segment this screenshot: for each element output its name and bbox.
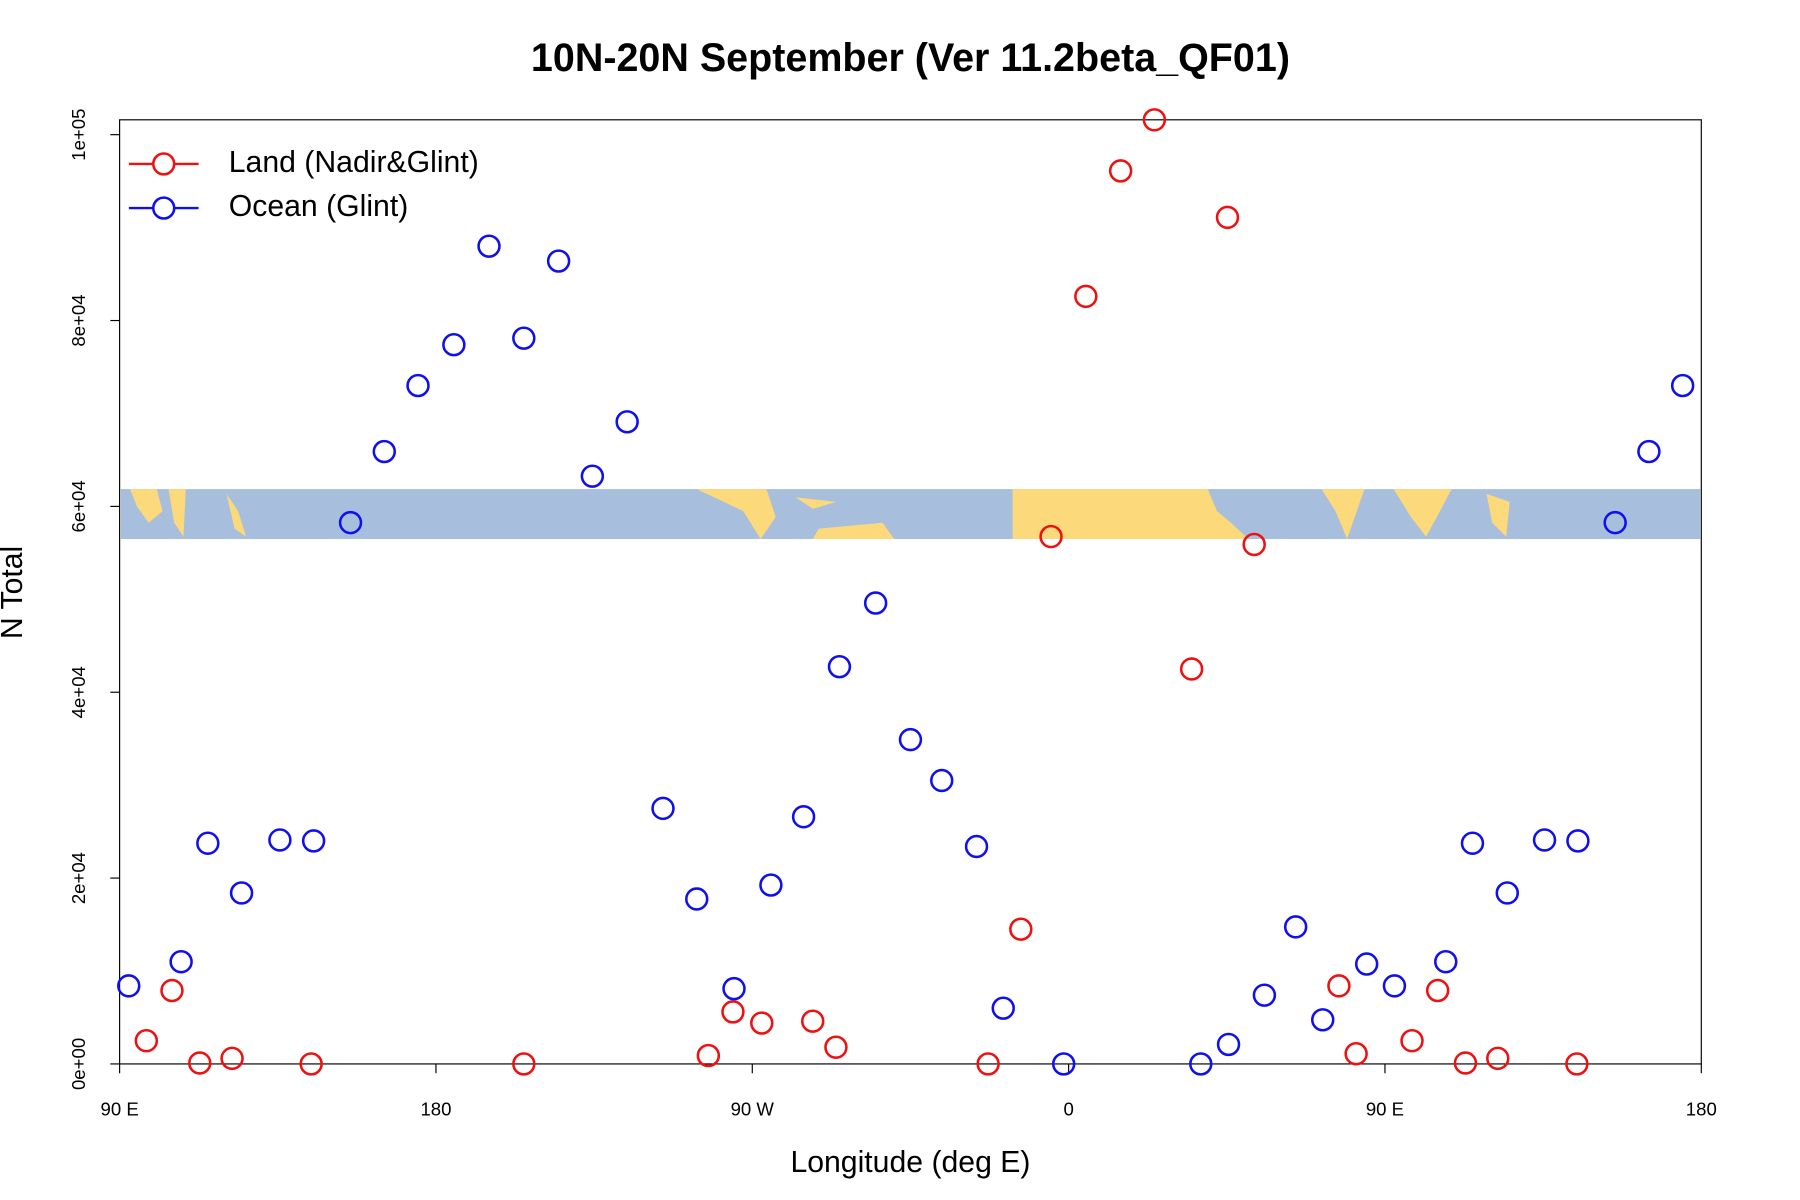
point (546, 249, 571, 273)
point (898, 727, 923, 752)
y-tick-label: 2e+04 (68, 852, 89, 904)
point (229, 881, 254, 905)
chart-title: 10N-20N September (Ver 11.2beta_QF01) (531, 36, 1290, 80)
legend-label: Land (Nadir&Glint) (229, 146, 479, 179)
point (188, 1051, 212, 1075)
point (442, 332, 466, 357)
point (1327, 974, 1351, 998)
legend-symbol (152, 152, 176, 176)
point (1434, 949, 1458, 974)
point (1354, 952, 1379, 976)
point (1637, 439, 1661, 464)
point (1009, 917, 1033, 941)
point (1460, 831, 1485, 855)
point (1311, 1008, 1335, 1032)
point (801, 1009, 825, 1033)
point (824, 1035, 848, 1059)
y-tick-label: 4e+04 (68, 666, 89, 718)
point (1603, 510, 1627, 535)
point (1074, 284, 1098, 309)
x-tick-label: 90 W (731, 1098, 775, 1119)
y-tick-label: 0e+00 (68, 1038, 89, 1090)
point (1400, 1028, 1424, 1053)
point (791, 805, 816, 829)
point (696, 1043, 721, 1068)
x-axis-title: Longitude (deg E) (790, 1146, 1030, 1179)
point (1566, 829, 1590, 853)
point (220, 1046, 244, 1071)
x-tick-label: 180 (1686, 1098, 1717, 1119)
y-tick-label: 8e+04 (68, 294, 89, 346)
point (964, 834, 989, 859)
point (299, 1052, 323, 1076)
point (615, 410, 639, 434)
point (196, 831, 220, 855)
point (722, 976, 746, 1001)
point (1051, 1052, 1076, 1076)
legend-symbol (152, 196, 176, 220)
point (1453, 1051, 1478, 1075)
point (1242, 532, 1266, 557)
point (1252, 983, 1277, 1007)
x-tick-label: 90 E (1366, 1098, 1404, 1119)
x-tick-label: 0 (1063, 1098, 1073, 1119)
point (1565, 1052, 1589, 1076)
point (1344, 1041, 1368, 1066)
point (1039, 524, 1063, 549)
point (863, 591, 888, 615)
point (1142, 108, 1167, 132)
y-tick-label: 6e+04 (68, 480, 89, 532)
point (759, 873, 783, 897)
point (160, 978, 184, 1003)
point (301, 829, 326, 853)
point (1486, 1046, 1510, 1071)
point (580, 464, 605, 488)
point (117, 974, 141, 998)
point (721, 1000, 745, 1024)
point (268, 828, 292, 852)
x-tick-label: 180 (420, 1098, 451, 1119)
point (991, 996, 1015, 1020)
point (750, 1011, 774, 1035)
point (1532, 828, 1557, 852)
point (1670, 373, 1695, 398)
point (1216, 1032, 1241, 1057)
point (827, 654, 852, 679)
point (1495, 881, 1520, 905)
point (685, 887, 709, 911)
point (406, 373, 430, 398)
plot-frame (119, 119, 1702, 1065)
x-tick-label: 90 E (101, 1098, 139, 1119)
point (372, 439, 397, 464)
point (338, 510, 363, 535)
point (512, 326, 536, 350)
map-strip (120, 489, 1701, 540)
point (930, 768, 954, 793)
y-axis-title: N Total (0, 546, 29, 639)
point (169, 949, 193, 974)
point (134, 1028, 159, 1053)
point (1382, 974, 1407, 998)
legend-label: Ocean (Glint) (229, 190, 409, 223)
y-tick-label: 1e+05 (68, 109, 89, 161)
point (477, 234, 501, 258)
point (651, 796, 675, 821)
point (1425, 978, 1450, 1003)
point (1189, 1052, 1213, 1076)
point (976, 1052, 1000, 1076)
point (1283, 915, 1308, 939)
point (512, 1052, 536, 1076)
point (1108, 159, 1133, 183)
point (1179, 657, 1204, 681)
point (1215, 205, 1240, 230)
